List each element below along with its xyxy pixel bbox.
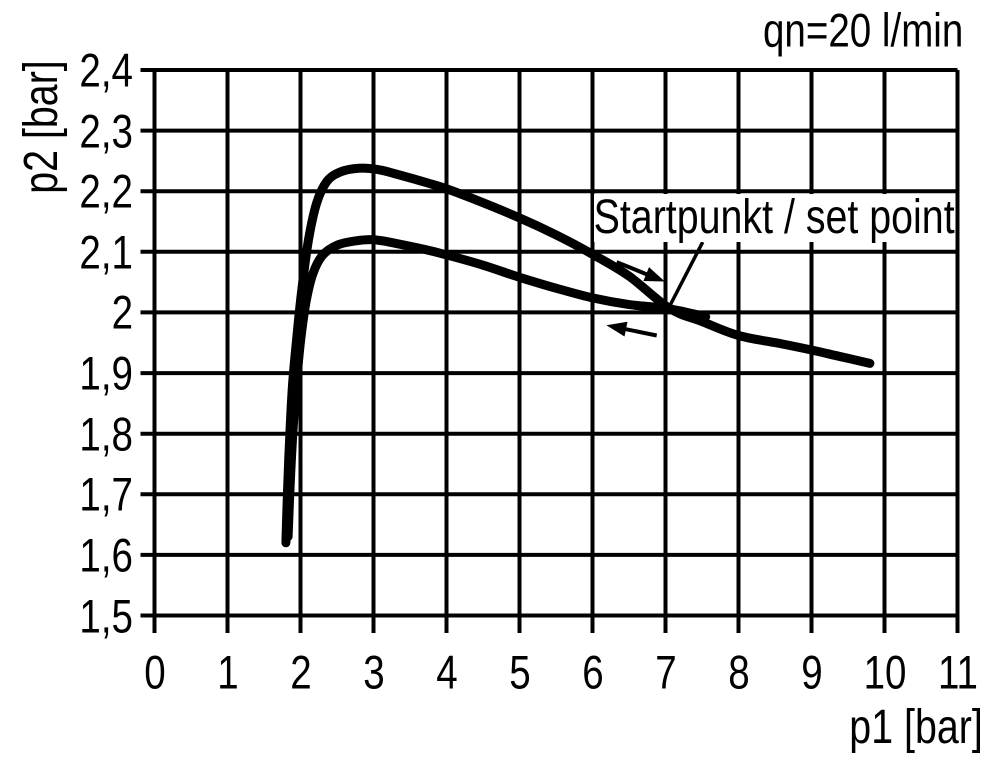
- direction-arrow-return-shaft: [621, 326, 658, 338]
- y-tick-label: 2,4: [79, 43, 133, 97]
- y-tick-label: 1,6: [79, 528, 133, 582]
- curve-lower: [283, 235, 711, 542]
- x-tick-label: 6: [581, 645, 604, 699]
- flow-rate-label: qn=20 l/min: [762, 3, 963, 57]
- x-tick-label: 5: [508, 645, 531, 699]
- set-point-annotation: Startpunkt / set point: [593, 191, 955, 244]
- y-tick-label: 2,1: [79, 225, 133, 279]
- y-tick-label: 2: [111, 285, 133, 339]
- set-point-annotation-text: Startpunkt / set point: [593, 191, 955, 244]
- y-tick-label: 2,2: [79, 164, 133, 218]
- x-tick-label: 10: [863, 645, 906, 699]
- x-tick-label: 3: [362, 645, 385, 699]
- x-tick-label: 1: [216, 645, 239, 699]
- set-point-leader-line: [667, 241, 705, 308]
- y-tick-label: 1,7: [79, 467, 133, 521]
- direction-arrow-return-head: [606, 321, 628, 337]
- x-tick-label: 8: [727, 645, 750, 699]
- x-tick-label: 4: [435, 645, 458, 699]
- y-tick-label: 1,9: [79, 346, 133, 400]
- y-tick-label: 1,5: [79, 589, 133, 642]
- direction-arrow-forward-head: [643, 267, 665, 282]
- y-tick-label: 2,3: [79, 104, 133, 158]
- direction-arrow-forward-shaft: [615, 260, 651, 278]
- x-tick-label: 9: [800, 645, 823, 699]
- x-axis-title: p1 [bar]: [849, 701, 983, 754]
- x-tick-label: 2: [289, 645, 312, 699]
- x-tick-label: 7: [654, 645, 677, 699]
- curve-upper: [281, 163, 875, 548]
- x-tick-label: 0: [143, 645, 166, 699]
- x-tick-label: 11: [937, 645, 978, 699]
- y-tick-label: 1,8: [79, 407, 133, 461]
